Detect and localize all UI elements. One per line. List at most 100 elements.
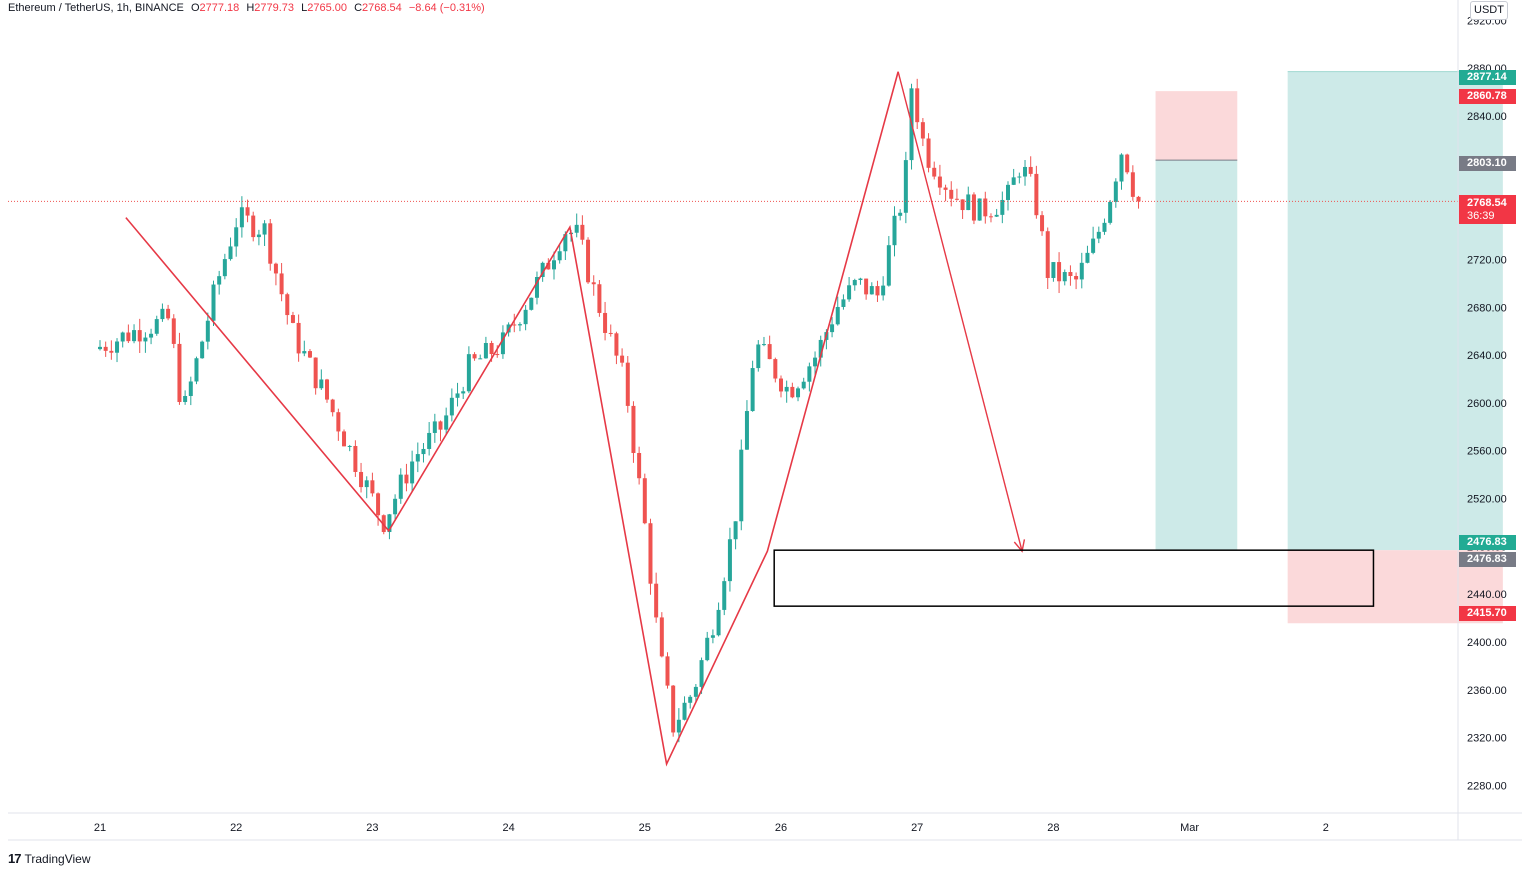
candle-body [835,306,840,325]
candle-body [603,312,608,333]
candle-body [586,239,591,283]
y-tick-label: 2680.00 [1467,302,1507,314]
y-tick-label: 2560.00 [1467,446,1507,458]
candle-body [1125,154,1130,173]
x-tick-label: 26 [775,822,787,834]
candle-body [1017,176,1022,178]
candle-body [245,207,250,216]
candle-body [483,343,488,359]
candle-body [552,260,556,270]
candle-body [830,324,835,333]
projection-arrow[interactable] [897,71,1023,552]
candle-body [347,445,352,447]
candle-body [722,581,727,610]
candle-body [1057,262,1062,282]
candle-body [205,320,210,342]
candle-body [251,215,256,238]
position-target-zone[interactable] [1287,71,1503,551]
candle-body [546,262,551,270]
candle-body [784,386,789,392]
candle-body [387,514,392,533]
candle-body [325,379,329,400]
candle-body [290,315,295,323]
x-tick-label: 22 [230,822,242,834]
candle-body [421,448,426,455]
candle-body [898,212,903,216]
candle-body [273,263,278,274]
y-tick-label: 2440.00 [1467,589,1507,601]
candle-body [1085,252,1090,263]
candle-body [194,358,199,382]
drawing-overlays[interactable] [8,71,1458,767]
price-axis[interactable]: 2280.002320.002360.002400.002440.002480.… [1467,15,1507,792]
candle-body [631,405,636,453]
candle-body [705,637,710,661]
candle-body [239,207,244,228]
candle-body [682,702,687,720]
candle-body [563,234,568,252]
zigzag-pattern[interactable] [125,71,899,767]
candle-body [285,294,290,316]
x-tick-label: 2 [1323,822,1329,834]
candle-body [370,480,375,494]
candle-body [932,167,937,177]
candle-body [415,454,420,462]
candle-body [773,359,778,379]
candle-body [852,280,857,286]
candle-body [495,354,500,356]
candle-body [954,198,959,200]
ohlc-change: −8.64 (−0.31%) [408,2,485,14]
candle-body [166,308,171,319]
candle-body [432,421,437,433]
candle-body [960,199,965,211]
candle-body [427,432,432,449]
candle-body [381,515,386,533]
candle-body [971,194,976,221]
candle-body [523,309,528,325]
time-axis[interactable]: 21 22 23 24 25 26 27 28 Mar 2 [94,822,1329,834]
candle-body [500,332,505,355]
tradingview-logo-text: TradingView [24,851,91,866]
candle-body [983,198,988,217]
candle-body [597,284,602,313]
candle-body [1074,276,1079,280]
candle-body [915,88,920,123]
candle-body [449,397,454,416]
candle-body [966,194,971,211]
last-price-value: 2768.54 [1467,197,1507,209]
candle-body [115,341,120,353]
position-target-zone[interactable] [1155,160,1238,551]
candle-body [864,278,869,295]
position-stop-zone[interactable] [1155,91,1238,161]
candle-body [790,386,795,398]
candle-body [1051,262,1056,278]
symbol-title[interactable]: Ethereum / TetherUS, 1h, BINANCE [8,2,184,14]
candle-body [393,498,398,515]
candle-body [750,368,755,412]
candle-body [228,246,233,260]
position-boxes[interactable] [1155,71,1503,624]
candle-body [937,176,942,188]
candle-body [234,227,239,247]
candle-body [1113,181,1118,202]
demand-zone-rectangle[interactable] [773,549,1375,607]
candle-body [892,215,897,246]
candle-body [1108,201,1113,223]
candle-body [847,285,852,300]
candle-body [534,277,539,298]
candles [98,78,1141,743]
candle-body [886,245,891,286]
candle-body [489,343,494,355]
candle-body [1000,199,1005,215]
candle-body [801,381,806,389]
currency-button[interactable]: USDT [1470,1,1508,20]
candle-body [699,660,704,687]
candle-body [529,297,534,310]
tradingview-logo[interactable]: 17 TradingView [8,851,91,866]
candle-body [217,276,222,285]
candle-body [540,262,545,278]
candle-body [183,395,188,403]
candle-body [648,523,653,584]
y-tick-label: 2840.00 [1467,111,1507,123]
